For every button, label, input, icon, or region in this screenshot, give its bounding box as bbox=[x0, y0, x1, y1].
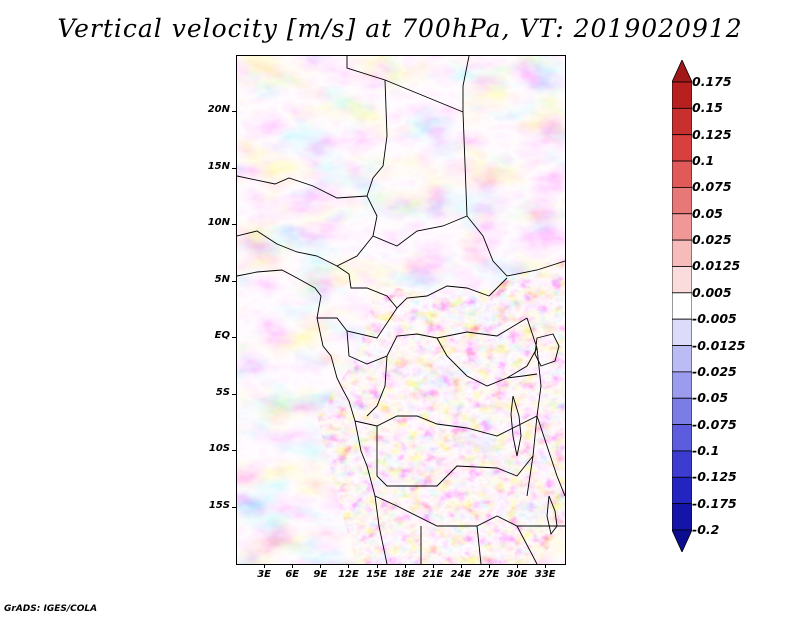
lon-tick-label: 3E bbox=[257, 569, 271, 580]
colorbar bbox=[672, 60, 692, 552]
lat-tick-label: 5S bbox=[215, 386, 230, 398]
colorbar-label: 0.125 bbox=[692, 126, 732, 142]
lon-tick-label: 6E bbox=[285, 569, 300, 580]
lat-tick-mark bbox=[232, 111, 236, 113]
colorbar-swatch bbox=[672, 81, 692, 109]
country-borders bbox=[237, 56, 565, 564]
colorbar-label: -0.025 bbox=[692, 363, 737, 379]
lon-tick-mark bbox=[489, 564, 491, 568]
colorbar-label: 0.025 bbox=[692, 232, 732, 248]
map-panel bbox=[236, 55, 566, 565]
lat-tick-mark bbox=[232, 450, 236, 452]
colorbar-swatch bbox=[672, 424, 692, 452]
colorbar-bottom-arrow bbox=[672, 529, 692, 552]
lon-tick-label: 21E bbox=[422, 569, 444, 580]
lon-tick-mark bbox=[348, 564, 350, 568]
colorbar-swatch bbox=[672, 107, 692, 136]
colorbar-label: 0.075 bbox=[692, 179, 732, 195]
lat-tick-mark bbox=[232, 393, 236, 395]
colorbar-label: 0.05 bbox=[692, 205, 723, 221]
colorbar-label: -0.175 bbox=[692, 495, 737, 511]
colorbar-label: 0.005 bbox=[692, 284, 732, 300]
colorbar-label: -0.0125 bbox=[692, 337, 746, 353]
colorbar-swatch bbox=[672, 239, 692, 267]
colorbar-label: -0.005 bbox=[692, 311, 737, 327]
colorbar-swatch bbox=[672, 187, 692, 215]
colorbar-swatch bbox=[672, 397, 692, 425]
lat-tick-label: 15S bbox=[208, 499, 230, 511]
lon-tick-mark bbox=[376, 564, 378, 568]
lon-tick-mark bbox=[404, 564, 406, 568]
lon-tick-label: 30E bbox=[506, 569, 528, 580]
lat-tick-label: 10N bbox=[207, 217, 230, 229]
colorbar-swatch bbox=[672, 503, 692, 531]
field-convective bbox=[237, 56, 565, 564]
footer-credit: GrADS: IGES/COLA bbox=[4, 604, 98, 614]
lon-tick-label: 18E bbox=[394, 569, 416, 580]
colorbar-swatch bbox=[672, 476, 692, 505]
lon-tick-label: 33E bbox=[534, 569, 556, 580]
lon-tick-label: 15E bbox=[366, 569, 387, 580]
lat-tick-mark bbox=[232, 337, 236, 339]
lon-tick-mark bbox=[320, 564, 322, 568]
lat-tick-label: 15N bbox=[207, 160, 230, 172]
lon-tick-label: 27E bbox=[478, 569, 500, 580]
colorbar-swatch bbox=[672, 134, 692, 162]
lat-tick-mark bbox=[232, 280, 236, 282]
lat-tick-label: 10S bbox=[208, 443, 230, 455]
colorbar-swatch bbox=[672, 213, 692, 241]
lon-tick-mark bbox=[517, 564, 519, 568]
lat-tick-mark bbox=[232, 167, 236, 169]
colorbar-label: -0.2 bbox=[692, 522, 720, 537]
colorbar-label: -0.125 bbox=[692, 469, 737, 485]
lon-tick-mark bbox=[264, 564, 266, 568]
colorbar-label: 0.15 bbox=[692, 100, 723, 116]
lakes bbox=[510, 333, 560, 536]
lon-tick-label: 9E bbox=[313, 569, 328, 580]
vertical-velocity-field bbox=[237, 56, 565, 564]
lon-tick-mark bbox=[460, 564, 462, 568]
lon-tick-label: 24E bbox=[450, 569, 472, 580]
lat-tick-label: 20N bbox=[207, 104, 230, 116]
lon-tick-label: 12E bbox=[338, 569, 359, 580]
colorbar-label: -0.05 bbox=[692, 390, 729, 406]
lon-tick-mark bbox=[545, 564, 547, 568]
lon-tick-mark bbox=[432, 564, 434, 568]
colorbar-swatch bbox=[672, 292, 692, 320]
colorbar-swatch bbox=[672, 371, 692, 399]
lat-tick-mark bbox=[232, 506, 236, 508]
colorbar-label: 0.175 bbox=[692, 74, 732, 89]
chart-title: Vertical velocity [m/s] at 700hPa, VT: 2… bbox=[57, 14, 743, 43]
colorbar-swatch bbox=[672, 318, 692, 346]
colorbar-top-arrow bbox=[672, 60, 692, 83]
lat-tick-label: EQ bbox=[214, 330, 230, 342]
colorbar-swatch bbox=[672, 266, 692, 294]
colorbar-label: -0.075 bbox=[692, 416, 737, 432]
colorbar-label: 0.1 bbox=[692, 153, 715, 169]
lat-tick-label: 5N bbox=[214, 273, 230, 285]
colorbar-label: -0.1 bbox=[692, 442, 720, 458]
colorbar-swatch bbox=[672, 160, 692, 188]
colorbar-swatch bbox=[672, 345, 692, 373]
colorbar-label: 0.0125 bbox=[692, 258, 741, 274]
lon-tick-mark bbox=[292, 564, 294, 568]
colorbar-swatch bbox=[672, 450, 692, 478]
lat-tick-mark bbox=[232, 224, 236, 226]
